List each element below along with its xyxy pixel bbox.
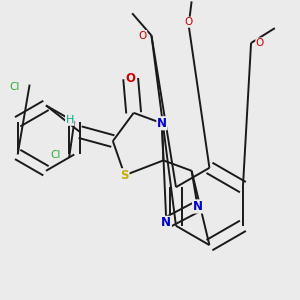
Text: N: N: [193, 200, 202, 213]
Text: O: O: [138, 31, 147, 40]
Text: N: N: [161, 216, 171, 229]
Text: S: S: [121, 169, 129, 182]
Text: Cl: Cl: [10, 82, 20, 92]
Text: Cl: Cl: [51, 150, 61, 160]
Text: N: N: [157, 117, 167, 130]
Text: O: O: [126, 72, 136, 85]
Text: H: H: [66, 115, 74, 125]
Text: O: O: [184, 17, 193, 27]
Text: O: O: [256, 38, 264, 48]
